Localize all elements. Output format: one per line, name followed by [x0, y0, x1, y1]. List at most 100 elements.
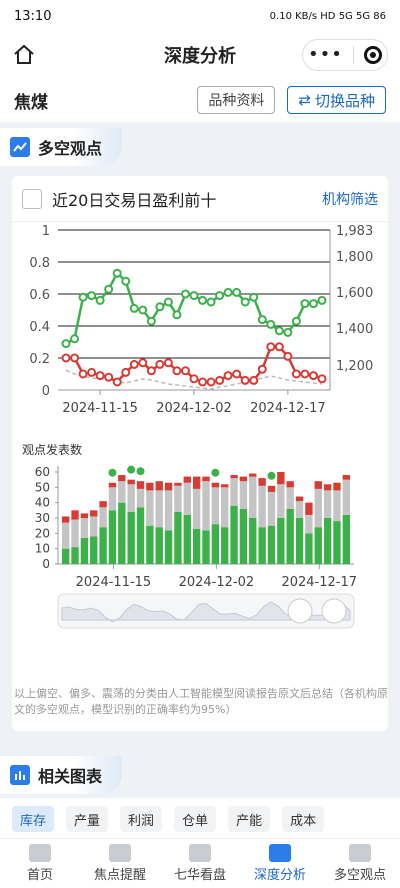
tab-label: 多空观点 [333, 868, 386, 883]
bar-neutral [202, 481, 210, 531]
tag-capacity[interactable]: 产能 [228, 806, 271, 832]
bullish-point [172, 310, 182, 320]
bullish-point [138, 305, 148, 315]
sentiment-marker [267, 471, 276, 480]
bar-bear [221, 484, 229, 488]
bar-bull [202, 530, 210, 564]
bullish-point [206, 297, 216, 307]
tag-profit[interactable]: 利润 [120, 806, 163, 832]
bar-bear [155, 481, 163, 491]
bar-neutral [62, 522, 70, 549]
top-bar: 深度分析 ••• [0, 32, 400, 78]
x-tick-label: 2024-12-02 [156, 401, 232, 416]
bar-bull [118, 502, 126, 564]
bar-bear [342, 475, 350, 480]
y-tick-label: 0.4 [29, 320, 50, 335]
bearish-point [138, 358, 148, 368]
bar-chart-icon [10, 765, 30, 785]
y-tick-label: 60 [35, 465, 50, 479]
section-title: 相关图表 [38, 767, 103, 786]
bar-bull [277, 518, 285, 564]
y-tick-label: 0 [42, 557, 50, 571]
y-tick-label: 40 [35, 496, 50, 510]
bar-bear [230, 475, 238, 479]
y-right-tick-label: 1,200 [336, 359, 373, 374]
institution-filter-link[interactable]: 机构筛选 [322, 191, 378, 208]
sentiment-marker [127, 465, 136, 474]
bar-neutral [71, 519, 79, 548]
tab-views[interactable]: 多空观点 [320, 839, 400, 888]
variety-name: 焦煤 [14, 92, 48, 113]
y-tick-label: 20 [35, 526, 50, 540]
y-tick-label: 0.6 [29, 288, 50, 303]
bar-bear [211, 482, 220, 488]
range-handle-right [321, 598, 347, 624]
tag-inventory[interactable]: 库存 [12, 806, 55, 832]
tag-output[interactable]: 产量 [66, 806, 109, 832]
bullish-point [257, 315, 267, 325]
bearish-point [78, 369, 88, 379]
bar-bull [249, 518, 257, 564]
more-icon[interactable]: ••• [308, 44, 343, 65]
bearish-point [206, 377, 216, 387]
tab-label: 焦点提醒 [93, 868, 146, 883]
bar-neutral [183, 482, 191, 515]
tab-home[interactable]: 首页 [0, 839, 80, 888]
bar-bull [183, 514, 191, 564]
y-tick-label: 0.2 [29, 352, 50, 367]
x-tick-label: 2024-12-02 [179, 575, 255, 590]
bullish-point [198, 295, 208, 305]
bar-bear [202, 476, 210, 482]
bearish-point [61, 353, 71, 363]
bar-bear [136, 481, 145, 489]
bar-bear [249, 473, 257, 477]
bar-bear [314, 481, 322, 489]
bar-bear [80, 513, 89, 518]
bar-bear [164, 482, 173, 491]
bar-bull [146, 525, 154, 564]
bearish-point [121, 367, 131, 377]
bar-bear [286, 481, 294, 488]
bar-neutral [155, 490, 163, 528]
bar-neutral [118, 481, 126, 503]
tag-cost[interactable]: 成本 [282, 806, 325, 832]
bar-neutral [267, 491, 276, 526]
tab-deep-analysis[interactable]: 深度分析 [240, 839, 320, 888]
bullish-point [87, 291, 97, 301]
bar-bull [80, 537, 89, 564]
bullish-point [155, 302, 165, 312]
bar-bear [118, 475, 126, 482]
bar-neutral [230, 478, 238, 506]
bullish-point [291, 316, 301, 326]
bar-bear [323, 484, 332, 491]
y-tick-label: 50 [35, 480, 50, 494]
bar-bull [90, 536, 98, 564]
bar-bear [192, 476, 201, 489]
bearish-point [146, 366, 156, 376]
tab-alerts[interactable]: 焦点提醒 [80, 839, 160, 888]
close-icon[interactable] [363, 46, 382, 64]
tab-market[interactable]: 七华看盘 [160, 839, 240, 888]
bar-bull [267, 525, 276, 564]
bullish-point [317, 295, 327, 305]
bar-neutral [239, 481, 248, 509]
variety-info-button[interactable]: 品种资料 [197, 86, 276, 114]
bell-icon [109, 844, 131, 862]
bar-neutral [305, 514, 313, 534]
tag-warehouse-receipt[interactable]: 仓单 [174, 806, 217, 832]
bar-chart-title: 观点发表数 [22, 442, 82, 457]
bar-neutral [295, 501, 304, 518]
bearish-point [163, 358, 173, 368]
home-icon[interactable] [12, 43, 36, 67]
switch-variety-button[interactable]: ⇄ 切换品种 [287, 86, 386, 114]
y-tick-label: 10 [35, 542, 50, 556]
bearish-point [180, 366, 190, 376]
bar-bear [258, 478, 266, 486]
bar-neutral [174, 485, 182, 512]
section-header-related: 相关图表 [0, 756, 122, 794]
bar-neutral [80, 518, 89, 538]
bar-bull [342, 514, 350, 564]
bar-bear [239, 476, 248, 482]
footnote: 以上偏空、偏多、震荡的分类由人工智能模型阅读报告原文后总结（各机构原文的多空观点… [14, 687, 388, 716]
top-ten-checkbox[interactable] [22, 188, 42, 209]
